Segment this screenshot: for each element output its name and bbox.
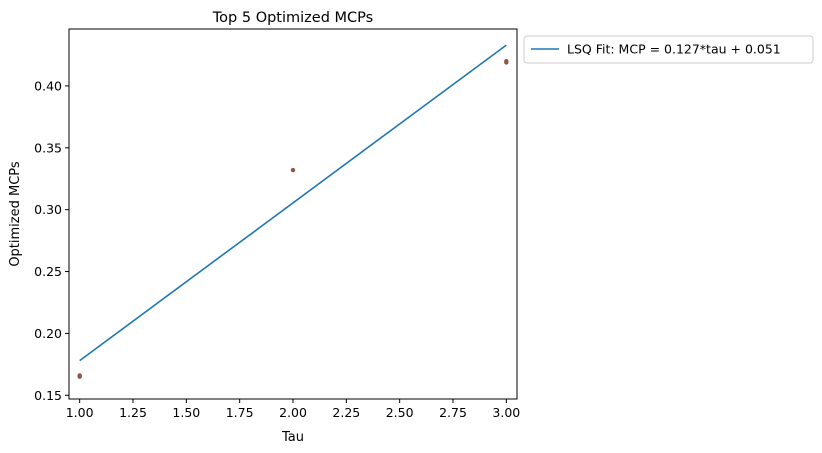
data-point (77, 373, 82, 378)
data-point (504, 58, 509, 64)
points-layer (77, 58, 509, 379)
x-tick-label: 1.25 (119, 405, 147, 420)
x-tick-label: 2.50 (386, 405, 414, 420)
fit-line (79, 44, 507, 362)
y-axis-label: Optimized MCPs (8, 161, 23, 267)
y-tick-label: 0.15 (34, 388, 62, 403)
x-axis-label: Tau (281, 430, 304, 445)
y-tick-label: 0.25 (34, 264, 62, 279)
y-axis-ticks: 0.15 0.20 0.25 0.30 0.35 0.40 (34, 78, 69, 403)
x-axis-ticks: 1.00 1.25 1.50 1.75 2.00 2.25 2.50 2.75 3.00 (66, 399, 520, 420)
data-point (290, 167, 296, 173)
x-tick-label: 1.00 (66, 405, 94, 420)
x-tick-label: 2.00 (279, 405, 307, 420)
x-tick-label: 1.75 (226, 405, 254, 420)
chart-title: Top 5 Optimized MCPs (212, 10, 373, 26)
x-tick-label: 1.50 (172, 405, 200, 420)
x-tick-label: 2.25 (332, 405, 360, 420)
y-tick-label: 0.30 (34, 202, 62, 217)
x-tick-label: 3.00 (492, 405, 520, 420)
y-tick-label: 0.40 (34, 78, 62, 93)
y-tick-label: 0.20 (34, 326, 62, 341)
x-tick-label: 2.75 (439, 405, 467, 420)
plot-area-frame (68, 28, 518, 400)
fit-line-layer (79, 44, 507, 362)
legend: LSQ Fit: MCP = 0.127*tau + 0.051 (523, 35, 814, 64)
y-tick-label: 0.35 (34, 140, 62, 155)
legend-entry-label: LSQ Fit: MCP = 0.127*tau + 0.051 (567, 42, 781, 57)
legend-frame (523, 35, 814, 64)
